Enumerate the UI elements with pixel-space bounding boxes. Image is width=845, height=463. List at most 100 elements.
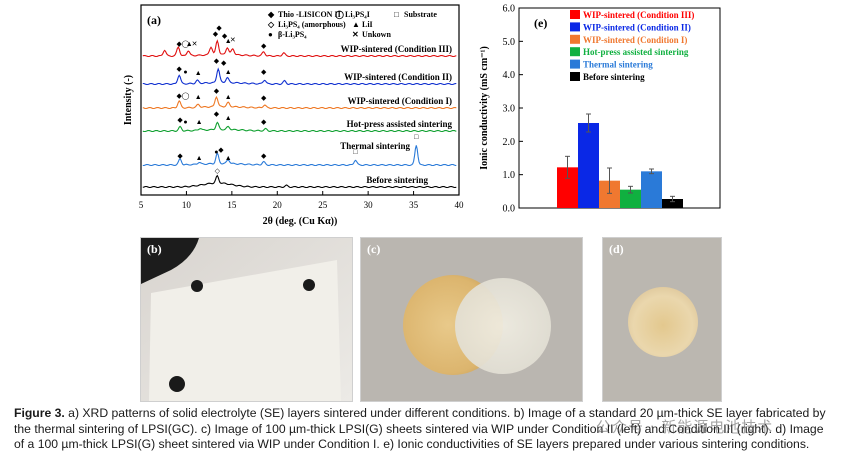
xrd-peak-marker: ✕ — [192, 40, 198, 48]
legend-text-substrate: Substrate — [404, 10, 437, 19]
punch-hole — [191, 280, 203, 292]
xrd-peak-marker: ◆ — [214, 110, 220, 118]
xrd-peak-marker: □ — [353, 148, 358, 156]
trace-label-thermal: Thermal sintering — [340, 141, 410, 151]
legend-text-amorphous: Li₃PS₄ (amorphous) — [278, 20, 346, 29]
glove-shape — [141, 238, 199, 284]
disk-condition-i — [628, 287, 698, 357]
bar-legend-label: WIP-sintered (Condition I) — [583, 35, 687, 45]
trace-label-wip-ii: WIP-sintered (Condition II) — [344, 72, 452, 82]
bar-y-tick-label: 1.0 — [503, 170, 516, 181]
xrd-x-tick-label: 40 — [455, 200, 465, 210]
bar-legend-label: Hot-press assisted sintering — [583, 47, 689, 57]
xrd-peak-marker: ◆ — [177, 116, 183, 124]
bar-legend-label: Thermal sintering — [583, 60, 653, 70]
xrd-trace-labels: WIP-sintered (Condition III) WIP-sintere… — [340, 44, 452, 185]
photo-c-wip-sheets: (c) — [360, 237, 583, 402]
legend-text-beta-li3ps4: β-Li₃PS₄ — [278, 30, 307, 39]
xrd-peak-marker: ● — [214, 148, 218, 156]
punch-hole — [303, 279, 315, 291]
xrd-peak-marker: ◆ — [261, 152, 267, 160]
xrd-peak-marker: ▲ — [225, 114, 232, 122]
xrd-legend: ◆ Thio -LISICON II ◯ Li₃PS₄I ◇ Li₃PS₄ (a… — [267, 10, 437, 39]
photo-b-label: (b) — [147, 242, 162, 256]
bar-legend-label: WIP-sintered (Condition II) — [583, 22, 691, 32]
bar — [578, 123, 599, 208]
bar-plot-frame — [518, 7, 721, 209]
xrd-peak-marker: ◆ — [261, 118, 267, 126]
xrd-peak-marker: ◆ — [214, 57, 220, 65]
xrd-peak-marker: ◆ — [213, 30, 219, 38]
bar — [557, 167, 578, 208]
trace-label-wip-i: WIP-sintered (Condition I) — [348, 96, 452, 106]
xrd-peak-marker: ◆ — [261, 94, 267, 102]
photo-d-label: (d) — [609, 242, 624, 256]
photo-d-image — [603, 238, 721, 401]
xrd-x-tick-label: 35 — [409, 200, 419, 210]
trace-label-wip-iii: WIP-sintered (Condition III) — [341, 44, 452, 54]
xrd-traces — [142, 39, 457, 189]
xrd-x-ticks: 5 10 15 20 25 30 35 40 — [139, 191, 464, 210]
xrd-peak-marker: ● — [183, 68, 187, 76]
xrd-x-tick-label: 15 — [227, 200, 237, 210]
bar-y-tick-label: 5.0 — [503, 37, 516, 48]
xrd-y-axis-label: Intensity (-) — [123, 75, 134, 125]
legend-text-li3ps4i: Li₃PS₄I — [345, 10, 370, 19]
caption-text: a) XRD patterns of solid electrolyte (SE… — [14, 406, 826, 452]
bar-y-ticks: 0.0 1.0 2.0 3.0 4.0 5.0 6.0 — [503, 4, 523, 215]
xrd-peak-marker: ◆ — [214, 87, 220, 95]
bar-legend-label: WIP-sintered (Condition III) — [583, 10, 694, 20]
xrd-peak-marker: ◆ — [177, 92, 183, 100]
xrd-trace-line — [142, 174, 457, 189]
xrd-x-tick-label: 25 — [318, 200, 328, 210]
legend-symbol-unknown: ✕ — [352, 30, 359, 39]
legend-symbol-li3ps4i: ◯ — [335, 10, 344, 20]
xrd-peak-marker: ◆ — [221, 59, 227, 67]
bar-legend-swatch — [570, 34, 580, 44]
bar-legend: WIP-sintered (Condition III) WIP-sintered… — [570, 10, 694, 82]
xrd-peak-marker: ✕ — [230, 36, 236, 44]
bar — [599, 180, 620, 208]
xrd-trace-line — [142, 67, 457, 86]
caption-heading: Figure 3. — [14, 406, 65, 420]
xrd-peak-marker: ▲ — [225, 68, 232, 76]
figure-top: (a) ◆ Thio -LISICON II ◯ Li₃PS₄I ◇ Li₃PS… — [123, 4, 721, 227]
bar-legend-swatch — [570, 59, 580, 69]
xrd-peak-marker: ▲ — [195, 93, 202, 101]
legend-text-thio-lisicon: Thio -LISICON II — [278, 10, 341, 19]
xrd-peak-marker: ◆ — [177, 40, 183, 48]
disk-condition-iii — [455, 278, 551, 374]
bar — [620, 189, 641, 208]
xrd-peak-markers: ◆◆ ◯ ✕▲◆ ◆▲✕◆◆ ● ▲◆ ◆▲ ◆◆ ◯ ▲◆▲ ◆◆ ● ▲◆ ▲ ◆◆ ▲● ◆▲ ◆ □□◇ — [177, 24, 420, 175]
bar-panel-label: (e) — [534, 16, 547, 30]
xrd-peak-marker: ▲ — [225, 154, 232, 162]
bar-legend-swatch — [570, 10, 580, 19]
legend-symbol-substrate: □ — [394, 10, 399, 19]
bar-legend-swatch — [570, 72, 580, 81]
xrd-peak-marker: ● — [183, 118, 187, 126]
xrd-peak-marker: ◆ — [222, 32, 228, 40]
legend-symbol-beta-li3ps4: ● — [268, 30, 273, 39]
xrd-trace-line — [142, 121, 457, 133]
punch-hole — [169, 376, 185, 392]
photo-d-wip-sheet: (d) — [602, 237, 722, 402]
xrd-peak-marker: ◆ — [177, 65, 183, 73]
xrd-trace-line — [142, 145, 457, 167]
xrd-peak-marker: ◆ — [177, 152, 183, 160]
legend-text-lii: LiI — [362, 20, 373, 29]
bar — [662, 199, 683, 208]
bar-legend-label: Before sintering — [583, 72, 645, 82]
xrd-peak-marker: ◯ — [182, 40, 190, 48]
xrd-peak-marker: ▲ — [225, 93, 232, 101]
bar-legend-swatch — [570, 47, 580, 57]
trace-label-hot-press: Hot-press assisted sintering — [347, 119, 453, 129]
legend-symbol-amorphous: ◇ — [267, 20, 275, 29]
bar-y-tick-label: 4.0 — [503, 70, 516, 81]
xrd-panel-label: (a) — [147, 13, 161, 27]
bar-y-tick-label: 2.0 — [503, 137, 516, 148]
legend-text-unknown: Unkown — [362, 30, 391, 39]
xrd-trace-line — [142, 95, 457, 110]
xrd-x-tick-label: 20 — [273, 200, 283, 210]
legend-symbol-lii: ▲ — [352, 20, 360, 29]
trace-label-before: Before sintering — [366, 175, 428, 185]
